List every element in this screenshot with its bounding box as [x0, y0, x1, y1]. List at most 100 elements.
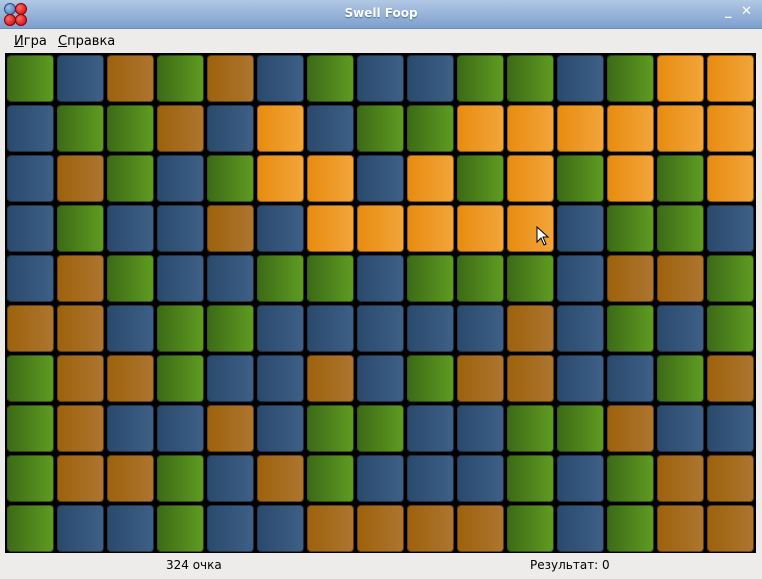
- tile-blue[interactable]: [156, 204, 204, 252]
- tile-blue[interactable]: [6, 204, 54, 252]
- tile-green[interactable]: [506, 54, 554, 102]
- tile-blue[interactable]: [706, 204, 754, 252]
- tile-brown[interactable]: [56, 354, 104, 402]
- tile-blue[interactable]: [156, 404, 204, 452]
- tile-brown-highlighted[interactable]: [506, 154, 554, 202]
- tile-green[interactable]: [406, 354, 454, 402]
- tile-blue[interactable]: [556, 54, 604, 102]
- tile-green[interactable]: [606, 304, 654, 352]
- tile-blue[interactable]: [256, 204, 304, 252]
- tile-brown[interactable]: [56, 454, 104, 502]
- tile-green[interactable]: [606, 454, 654, 502]
- tile-blue[interactable]: [56, 54, 104, 102]
- tile-brown-highlighted[interactable]: [656, 54, 704, 102]
- tile-blue[interactable]: [556, 504, 604, 552]
- tile-green[interactable]: [406, 104, 454, 152]
- tile-blue[interactable]: [106, 204, 154, 252]
- tile-green[interactable]: [706, 254, 754, 302]
- tile-blue[interactable]: [556, 204, 604, 252]
- tile-blue[interactable]: [556, 254, 604, 302]
- tile-green[interactable]: [106, 154, 154, 202]
- tile-green[interactable]: [506, 504, 554, 552]
- tile-blue[interactable]: [406, 404, 454, 452]
- tile-blue[interactable]: [406, 54, 454, 102]
- tile-green[interactable]: [506, 404, 554, 452]
- tile-green[interactable]: [406, 254, 454, 302]
- tile-blue[interactable]: [256, 404, 304, 452]
- tile-blue[interactable]: [106, 404, 154, 452]
- tile-green[interactable]: [206, 154, 254, 202]
- tile-blue[interactable]: [356, 154, 404, 202]
- tile-brown[interactable]: [306, 504, 354, 552]
- tile-brown[interactable]: [206, 54, 254, 102]
- tile-green[interactable]: [156, 454, 204, 502]
- tile-blue[interactable]: [156, 254, 204, 302]
- tile-blue[interactable]: [356, 454, 404, 502]
- tile-blue[interactable]: [256, 304, 304, 352]
- tile-blue[interactable]: [256, 504, 304, 552]
- tile-brown-highlighted[interactable]: [306, 154, 354, 202]
- tile-blue[interactable]: [6, 254, 54, 302]
- tile-green[interactable]: [6, 54, 54, 102]
- tile-green[interactable]: [6, 454, 54, 502]
- tile-green[interactable]: [6, 404, 54, 452]
- tile-brown-highlighted[interactable]: [606, 104, 654, 152]
- tile-brown[interactable]: [56, 404, 104, 452]
- tile-green[interactable]: [56, 104, 104, 152]
- tile-brown[interactable]: [506, 354, 554, 402]
- tile-green[interactable]: [206, 304, 254, 352]
- tile-brown[interactable]: [606, 404, 654, 452]
- tile-green[interactable]: [156, 304, 204, 352]
- menu-game[interactable]: Игра: [14, 34, 47, 49]
- tile-green[interactable]: [656, 154, 704, 202]
- tile-brown[interactable]: [656, 504, 704, 552]
- tile-green[interactable]: [6, 354, 54, 402]
- tile-blue[interactable]: [256, 354, 304, 402]
- tile-blue[interactable]: [106, 304, 154, 352]
- tile-brown-highlighted[interactable]: [656, 104, 704, 152]
- tile-green[interactable]: [156, 504, 204, 552]
- tile-blue[interactable]: [556, 304, 604, 352]
- tile-blue[interactable]: [356, 304, 404, 352]
- tile-blue[interactable]: [206, 104, 254, 152]
- tile-green[interactable]: [106, 254, 154, 302]
- close-icon[interactable]: ✕: [741, 4, 752, 19]
- tile-blue[interactable]: [156, 154, 204, 202]
- tile-blue[interactable]: [256, 54, 304, 102]
- tile-brown[interactable]: [56, 154, 104, 202]
- tile-green[interactable]: [606, 204, 654, 252]
- tile-blue[interactable]: [456, 404, 504, 452]
- tile-brown[interactable]: [106, 454, 154, 502]
- tile-brown[interactable]: [456, 504, 504, 552]
- tile-brown[interactable]: [606, 254, 654, 302]
- tile-brown[interactable]: [356, 504, 404, 552]
- tile-blue[interactable]: [306, 304, 354, 352]
- tile-blue[interactable]: [656, 404, 704, 452]
- tile-blue[interactable]: [456, 454, 504, 502]
- tile-brown-highlighted[interactable]: [556, 104, 604, 152]
- tile-brown-highlighted[interactable]: [406, 204, 454, 252]
- tile-green[interactable]: [356, 104, 404, 152]
- tile-brown-highlighted[interactable]: [456, 204, 504, 252]
- tile-green[interactable]: [456, 154, 504, 202]
- tile-green[interactable]: [706, 304, 754, 352]
- tile-green[interactable]: [656, 354, 704, 402]
- tile-green[interactable]: [356, 404, 404, 452]
- tile-blue[interactable]: [206, 354, 254, 402]
- tile-brown-highlighted[interactable]: [406, 154, 454, 202]
- tile-brown-highlighted[interactable]: [356, 204, 404, 252]
- tile-green[interactable]: [556, 404, 604, 452]
- tile-blue[interactable]: [56, 504, 104, 552]
- tile-brown[interactable]: [656, 454, 704, 502]
- tile-green[interactable]: [156, 354, 204, 402]
- tile-brown[interactable]: [706, 504, 754, 552]
- tile-green[interactable]: [56, 204, 104, 252]
- tile-blue[interactable]: [356, 54, 404, 102]
- tile-green[interactable]: [306, 54, 354, 102]
- tile-green[interactable]: [456, 254, 504, 302]
- tile-brown[interactable]: [206, 404, 254, 452]
- tile-green[interactable]: [306, 254, 354, 302]
- tile-green[interactable]: [556, 154, 604, 202]
- tile-brown[interactable]: [106, 54, 154, 102]
- tile-green[interactable]: [656, 204, 704, 252]
